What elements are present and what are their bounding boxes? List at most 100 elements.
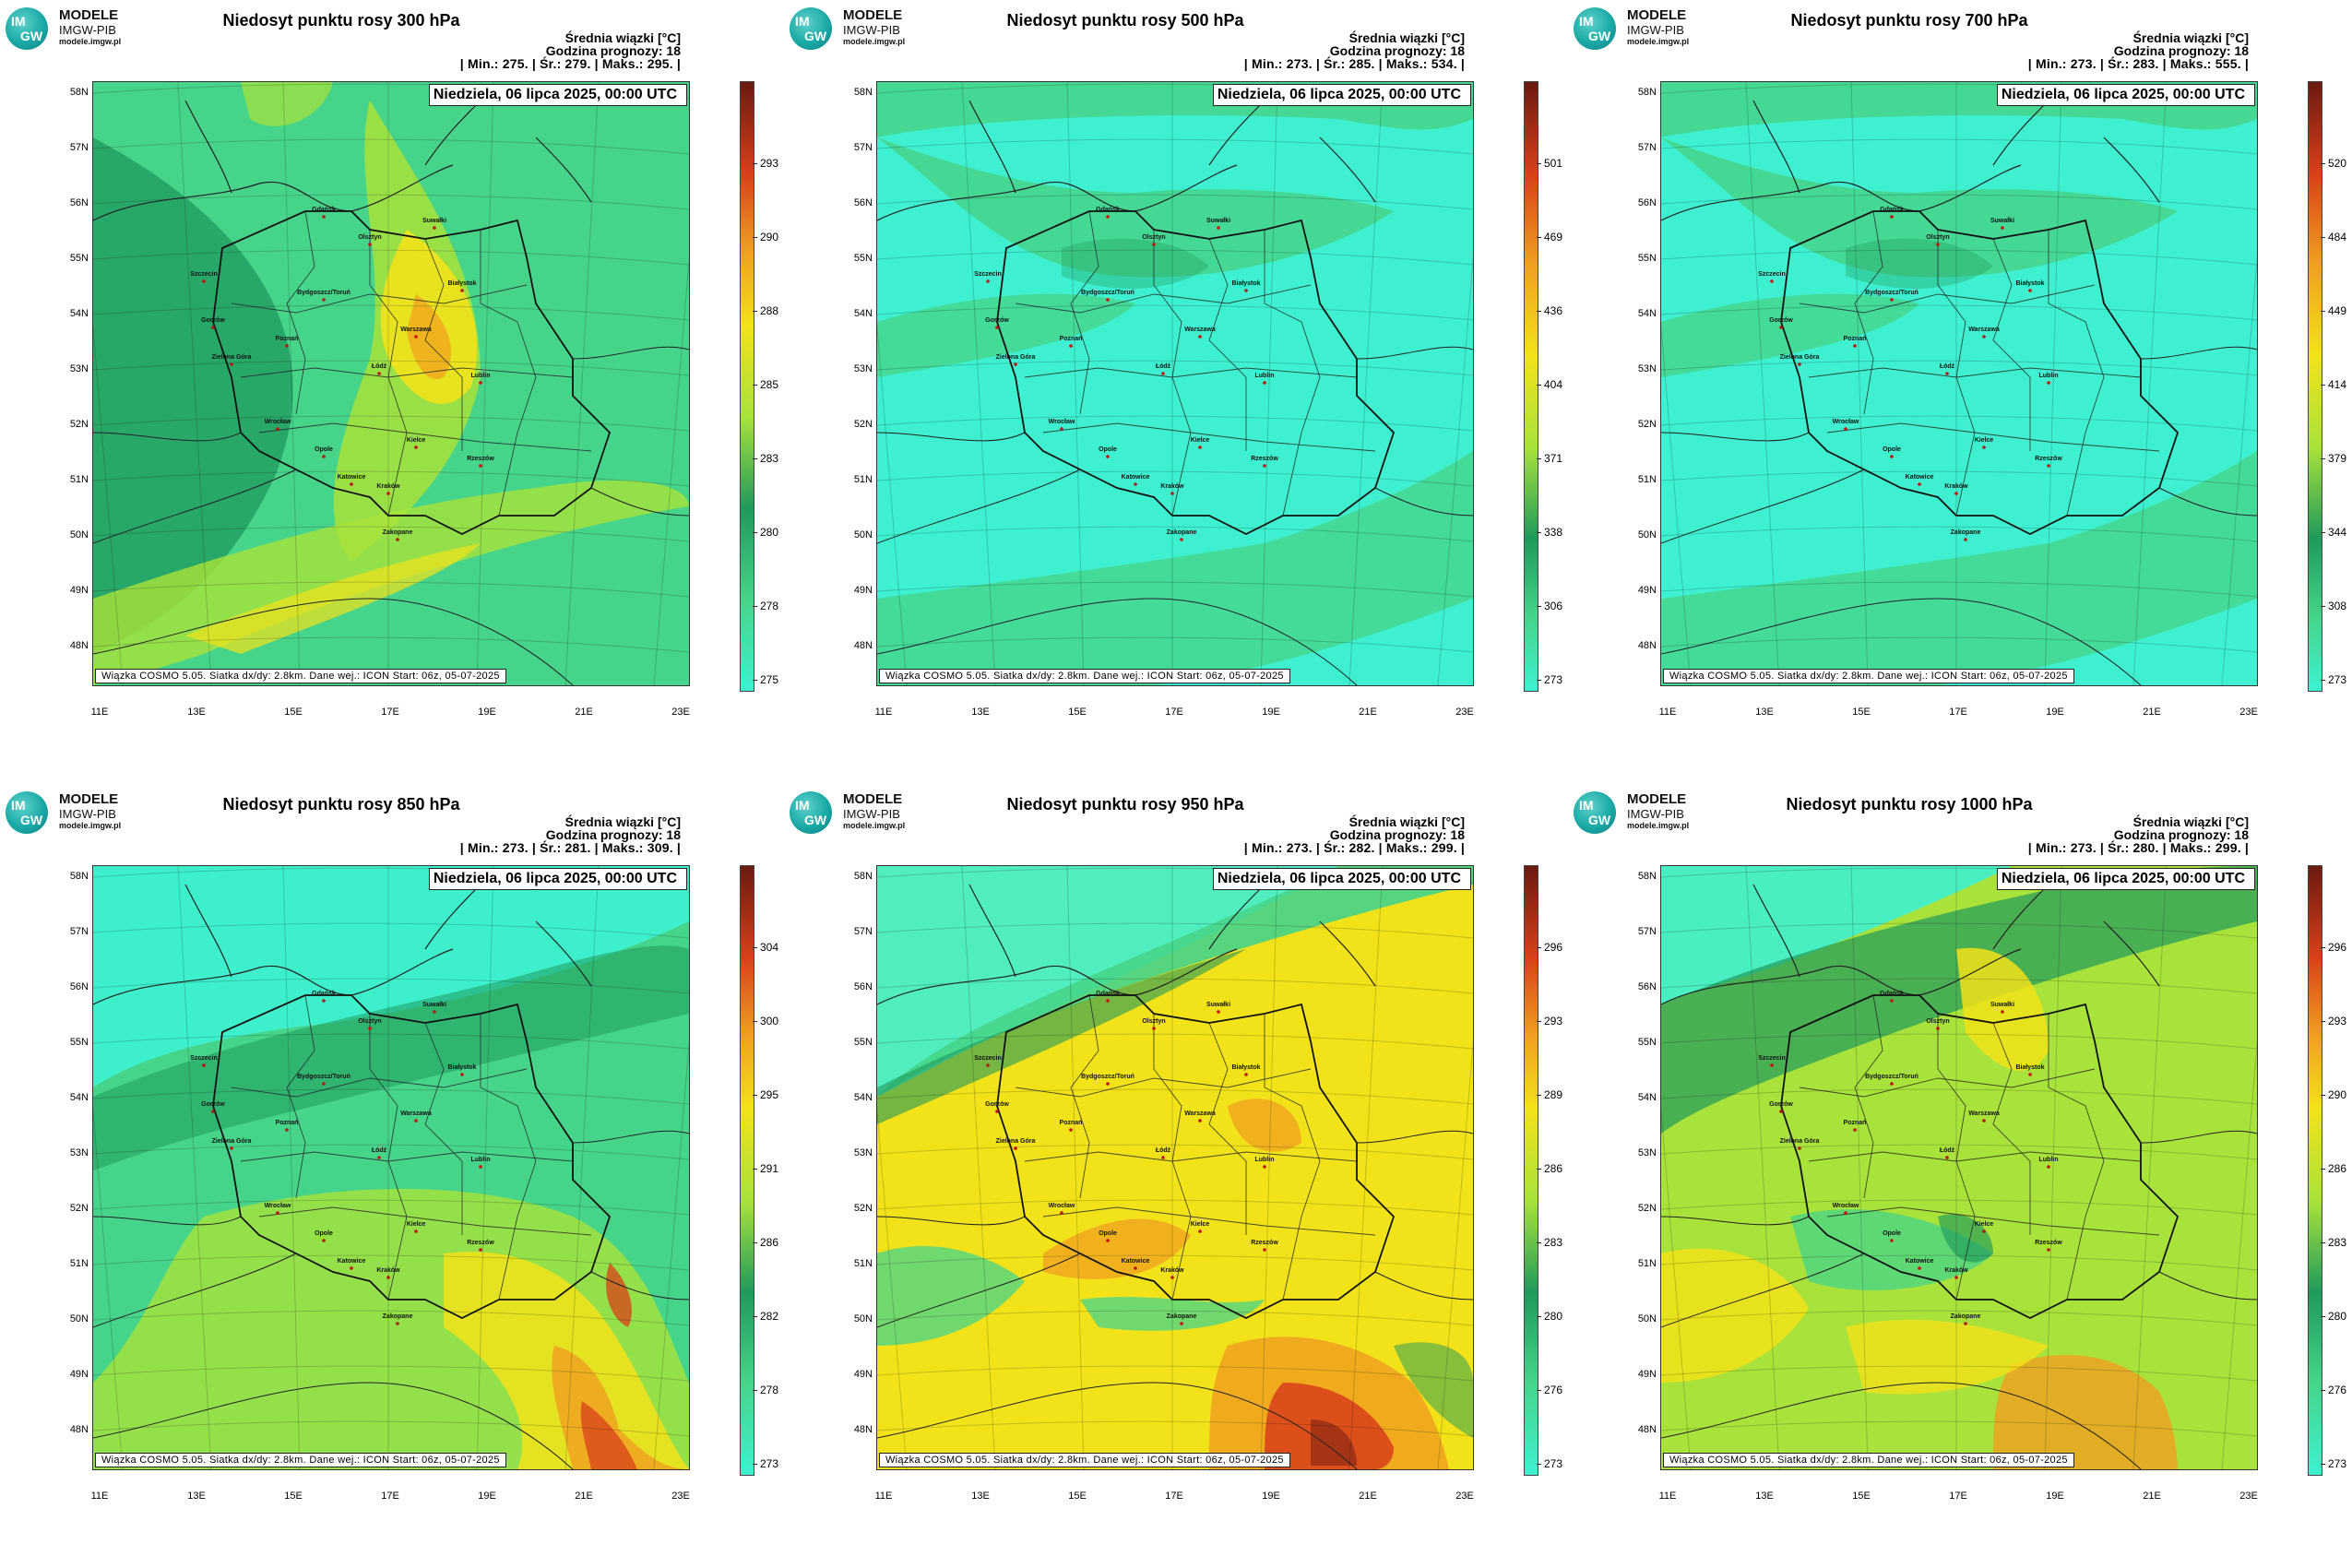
city-marker	[1170, 492, 1174, 495]
lon-label: 15E	[1068, 707, 1087, 718]
neighbour-borders	[1661, 1130, 2257, 1469]
colorbar-tick: 280	[1536, 1310, 1563, 1323]
city-marker	[1890, 298, 1894, 302]
city-marker	[1198, 445, 1202, 449]
logo-subtitle: IMGW-PIB	[59, 807, 116, 821]
lon-label: 23E	[1455, 1491, 1474, 1502]
panel-title: Niedosyt punktu rosy 500 hPa	[1006, 11, 1244, 30]
panel-title: Niedosyt punktu rosy 1000 hPa	[1786, 795, 2033, 814]
colorbar-tick: 291	[752, 1162, 779, 1175]
city-marker	[377, 372, 381, 375]
field-layer	[407, 294, 452, 379]
city-label: Poznań	[1844, 1120, 1867, 1126]
info-stats: | Min.: 273. | Śr.: 283. | Maks.: 555. |	[2027, 56, 2249, 71]
colorbar	[1524, 865, 1538, 1476]
logo-title: MODELE	[1627, 791, 1687, 807]
lat-label: 58N	[1637, 87, 1657, 98]
lat-label: 58N	[1637, 871, 1657, 882]
voivodeship-border	[240, 367, 574, 378]
city-marker	[1263, 1165, 1266, 1169]
lat-label: 55N	[853, 253, 873, 264]
meridian-line	[2132, 82, 2168, 685]
city-marker	[322, 455, 326, 458]
parallel-line	[93, 1365, 689, 1382]
info-stats: | Min.: 273. | Śr.: 281. | Maks.: 309. |	[459, 840, 681, 855]
colorbar-tick: 276	[2320, 1384, 2347, 1396]
parallel-line	[877, 1310, 1473, 1326]
lon-label: 11E	[874, 707, 893, 718]
city-marker	[1853, 1128, 1857, 1132]
city-label: Katowice	[1122, 1258, 1150, 1265]
city-marker	[1198, 1229, 1202, 1233]
lat-label: 52N	[69, 1203, 89, 1214]
city-marker	[1106, 215, 1110, 219]
lon-label: 17E	[1949, 707, 1967, 718]
field-layer	[93, 137, 293, 654]
parallel-line	[1661, 249, 2257, 266]
lat-label: 50N	[1637, 529, 1657, 540]
city-label: Warszawa	[400, 327, 432, 333]
colorbar-tick: 304	[752, 941, 779, 954]
meridian-line	[1850, 866, 1869, 1469]
colorbar-tick: 286	[2320, 1162, 2347, 1175]
forecast-panel: IM GW MODELE IMGW-PIB modele.imgw.pl Nie…	[1568, 0, 2352, 784]
coastline	[877, 100, 1376, 221]
city-marker	[1779, 326, 1783, 329]
voivodeship-border	[1799, 284, 2096, 314]
parallel-line	[1661, 360, 2257, 376]
colorbar-tick: 275	[752, 673, 779, 686]
lat-label: 55N	[853, 1037, 873, 1048]
voivodeship-border	[1042, 422, 1376, 452]
logo-disc-bottom: GW	[1588, 29, 1611, 43]
parallel-line	[877, 415, 1473, 432]
parallel-line	[1661, 1033, 2257, 1050]
parallel-line	[1661, 138, 2257, 155]
poland-border	[996, 994, 1396, 1320]
city-label: Poznań	[1060, 1120, 1083, 1126]
lon-label: 19E	[1262, 707, 1280, 718]
city-label: Kraków	[1944, 1267, 1968, 1274]
lat-label: 54N	[853, 308, 873, 319]
lon-label: 13E	[187, 707, 206, 718]
city-label: Warszawa	[400, 1111, 432, 1117]
meridian-line	[282, 866, 301, 1469]
parallel-line	[1661, 1144, 2257, 1160]
imgw-disc-icon: IM GW	[1574, 791, 1616, 834]
city-label: Suwałki	[1206, 218, 1230, 224]
lat-label: 51N	[69, 1258, 89, 1269]
city-marker	[322, 1082, 326, 1086]
city-marker	[1844, 427, 1847, 431]
city-label: Gorzów	[985, 317, 1009, 324]
city-marker	[1134, 482, 1137, 486]
lon-label: 21E	[1359, 1491, 1377, 1502]
city-label: Katowice	[1122, 474, 1150, 481]
city-label: Kielce	[1975, 1221, 1994, 1228]
city-marker	[285, 1128, 289, 1132]
logo-url: modele.imgw.pl	[59, 37, 122, 46]
field-layer	[1062, 238, 1209, 289]
logo-subtitle: IMGW-PIB	[1627, 23, 1684, 37]
voivodeship-border	[1808, 367, 2142, 378]
lon-label: 19E	[478, 1491, 496, 1502]
city-marker	[2047, 381, 2050, 385]
meridian-line	[1745, 866, 1780, 1469]
city-label: Zielona Góra	[996, 354, 1036, 361]
city-label: Opole	[1099, 1230, 1117, 1237]
lat-label: 57N	[853, 926, 873, 937]
city-label: Białystok	[447, 1064, 476, 1071]
model-footer: Wiązka COSMO 5.05. Siatka dx/dy: 2.8km. …	[879, 669, 1290, 683]
lat-label: 57N	[69, 142, 89, 153]
colorbar-tick: 290	[2320, 1088, 2347, 1101]
colorbar-tick: 295	[752, 1088, 779, 1101]
colorbar	[740, 81, 754, 692]
city-label: Suwałki	[422, 1002, 446, 1008]
city-label: Gorzów	[985, 1101, 1009, 1108]
city-label: Białystok	[1231, 280, 1260, 287]
colorbar-tick: 282	[752, 1310, 779, 1323]
city-label: Olsztyn	[358, 1018, 381, 1025]
info-unit: Średnia wiązki [°C]	[2132, 814, 2249, 829]
parallel-line	[877, 636, 1473, 653]
colorbar-tick: 300	[752, 1015, 779, 1028]
meridian-line	[476, 82, 494, 685]
valid-date: Niedziela, 06 lipca 2025, 00:00 UTC	[1996, 868, 2255, 890]
